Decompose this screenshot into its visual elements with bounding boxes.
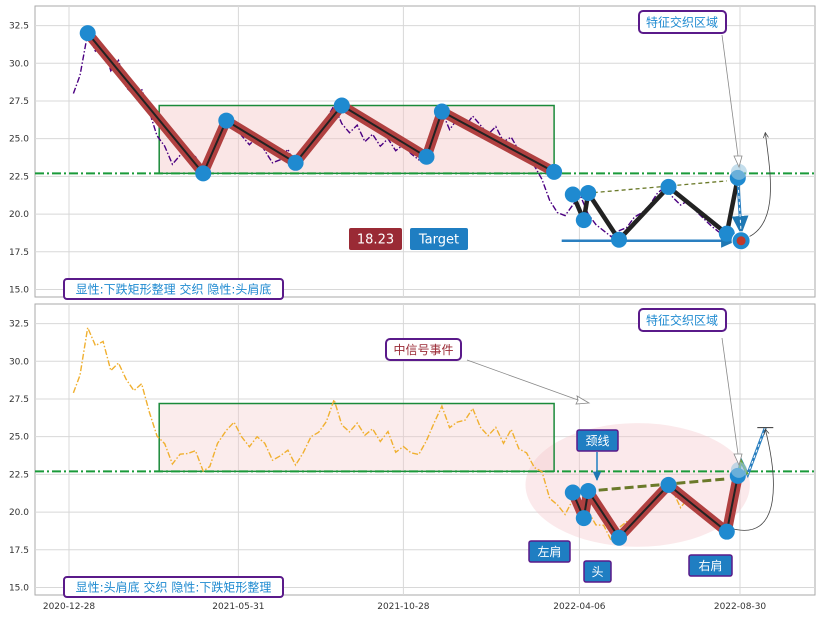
y-tick-label: 32.5 [9,22,29,32]
top-drop-path [731,177,749,235]
neckline-label: 颈线 [576,429,619,452]
top-pivot-point [546,163,563,180]
y-tick-label: 17.5 [9,546,29,556]
event-arrow [466,359,591,405]
y-tick-label: 17.5 [9,248,29,258]
bottom-pivot-point [660,476,677,493]
y-tick-label: 15.0 [9,285,29,295]
y-tick-label: 20.0 [9,508,29,518]
bottom-y-axis: 15.0 17.5 20.0 22.5 25.0 27.5 30.0 32.5 [9,320,29,594]
y-tick-label: 22.5 [9,470,29,480]
bottom-x-axis: 2020-12-28 2021-05-31 2021-10-28 2022-04-06… [43,602,767,612]
bottom-annotation: 特征交织区域 [638,308,727,332]
top-pivot-point [79,25,96,42]
top-pivot-point [433,103,450,120]
bottom-region-marker [730,461,747,478]
left-shoulder-text: 左肩 [537,544,561,559]
right-shoulder-label: 右肩 [688,554,733,577]
x-tick-label: 2022-04-06 [553,602,606,612]
top-y-axis: 15.0 17.5 20.0 22.5 25.0 27.5 30.0 32.5 [9,22,29,296]
head-label: 头 [583,560,612,583]
neckline-label-text: 颈线 [585,434,609,448]
y-tick-label: 25.0 [9,433,29,443]
bottom-caption: 显性:头肩底 交织 隐性:下跌矩形整理 [63,576,284,598]
right-shoulder-text: 右肩 [698,558,722,573]
top-annotation-text: 特征交织区域 [646,15,718,30]
event-text: 中信号事件 [393,342,453,357]
target-value-badge: 18.23 [349,228,402,250]
bottom-annotation-text: 特征交织区域 [646,313,718,328]
y-tick-label: 32.5 [9,320,29,330]
top-pivot-point [218,112,235,129]
bottom-pivot-point [718,523,735,540]
head-text: 头 [591,565,603,579]
bottom-panel: 15.0 17.5 20.0 22.5 25.0 27.5 30.0 32.5 2020-12… [9,303,816,612]
target-value-text: 18.23 [357,233,394,248]
top-pivot-point [195,165,212,182]
top-caption: 显性:下跌矩形整理 交织 隐性:头肩底 [63,278,284,300]
top-caption-text: 显性:下跌矩形整理 交织 隐性:头肩底 [76,282,272,297]
top-curved-arrow [741,133,771,241]
x-tick-label: 2021-05-31 [212,602,264,612]
bottom-consolidation-rectangle [158,402,555,473]
top-pivot-point [333,97,350,114]
bottom-curved-arrow [726,429,774,531]
bottom-price-line [72,325,720,543]
top-pivot-point [564,186,581,203]
top-target-point-core [736,236,746,246]
y-tick-label: 30.0 [9,357,29,367]
target-label-badge: Target [410,228,468,250]
top-neckline [572,180,727,196]
top-annotation: 特征交织区域 [638,10,727,34]
y-tick-label: 25.0 [9,135,29,145]
top-pivot-point [287,154,304,171]
bottom-pivot-point [575,510,592,527]
top-pivot-point [575,212,592,229]
top-pivot-point [660,178,677,195]
event-annotation: 中信号事件 [385,338,462,361]
y-tick-label: 15.0 [9,583,29,593]
x-tick-label: 2022-08-30 [714,602,767,612]
bottom-pivot-point [564,484,581,501]
top-annotation-arrow [721,34,743,169]
bottom-pivots [564,427,774,546]
bottom-pivot-point [580,482,597,499]
top-pivots [79,25,746,248]
bottom-caption-text: 显性:头肩底 交织 隐性:下跌矩形整理 [76,580,272,595]
y-tick-label: 30.0 [9,59,29,69]
top-region-marker [730,163,747,180]
bottom-pivot-point [611,529,627,546]
top-price-line [72,30,720,238]
left-shoulder-label: 左肩 [528,540,571,563]
top-pivot-point [611,231,627,248]
y-tick-label: 27.5 [9,395,29,405]
top-pivot-point [718,225,735,242]
bottom-grid [35,304,815,595]
y-tick-label: 20.0 [9,210,29,220]
y-tick-label: 27.5 [9,97,29,107]
x-tick-label: 2021-10-28 [377,602,430,612]
top-pivot-point [580,184,597,201]
top-panel: 15.017.520.022.525.027.530.032.5 特征交织区域 … [9,5,816,300]
bottom-annotation-arrow [721,337,743,467]
target-label-text: Target [418,233,459,248]
y-tick-label: 22.5 [9,172,29,182]
x-tick-label: 2020-12-28 [43,602,96,612]
top-pivot-point [418,148,435,165]
